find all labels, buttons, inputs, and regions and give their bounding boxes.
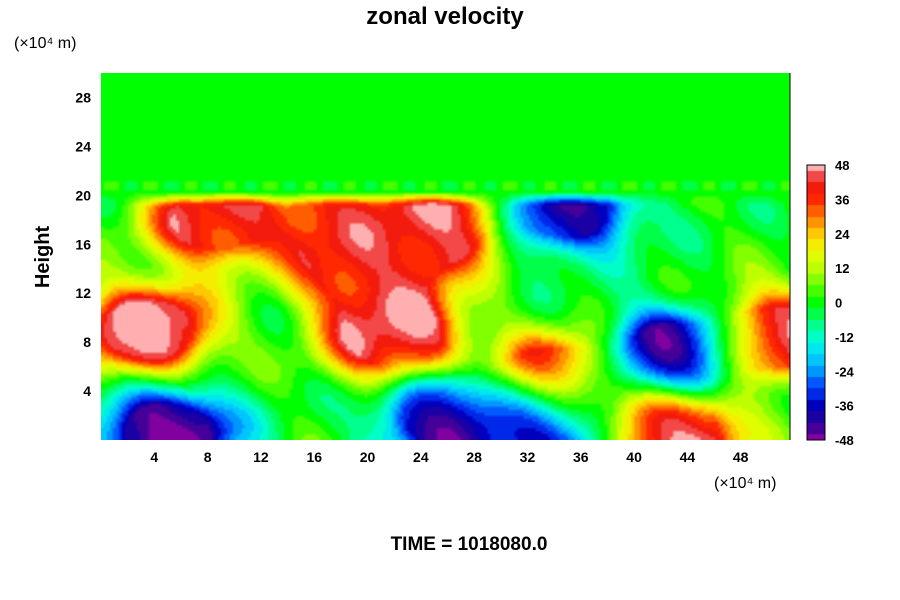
colorbar-tick-labels: 48 36 24 12 0 -12 -24 -36 -48 <box>835 158 855 448</box>
x-tick-label: 4 <box>150 449 158 465</box>
x-tick-label: 36 <box>573 449 589 465</box>
x-unit-label: (×10⁴ m) <box>714 475 776 492</box>
colorbar-frame <box>806 164 826 441</box>
y-tick-label: 12 <box>75 285 91 301</box>
colorbar-tick-label: 24 <box>835 227 850 242</box>
colorbar-tick-label: 0 <box>835 296 842 311</box>
y-tick-label: 24 <box>75 138 91 154</box>
y-tick-label: 16 <box>75 236 91 252</box>
time-caption: TIME = 1018080.0 <box>391 534 548 555</box>
colorbar-tick-label: -48 <box>835 433 854 448</box>
x-tick-label: 12 <box>253 449 269 465</box>
velocity-heatmap <box>101 73 790 440</box>
x-tick-label: 28 <box>466 449 482 465</box>
y-tick-label: 8 <box>83 334 91 350</box>
y-tick-label: 28 <box>75 89 91 105</box>
x-tick-label: 40 <box>626 449 642 465</box>
colorbar-tick-label: -24 <box>835 364 855 379</box>
x-tick-label: 24 <box>413 449 429 465</box>
x-tick-label: 16 <box>306 449 322 465</box>
colorbar: 48 36 24 12 0 -12 -24 -36 -48 <box>806 158 855 448</box>
colorbar-tick-label: 36 <box>835 192 849 207</box>
colorbar-gradient <box>807 165 825 440</box>
y-axis-label: Height <box>32 226 54 289</box>
y-tick-label: 20 <box>75 187 91 203</box>
colorbar-tick-label: 48 <box>835 158 849 173</box>
x-tick-label: 32 <box>520 449 536 465</box>
x-tick-label: 20 <box>360 449 376 465</box>
colorbar-tick-label: -12 <box>835 330 854 345</box>
colorbar-tick-label: 12 <box>835 261 849 276</box>
plot-area <box>101 73 791 440</box>
chart-title: zonal velocity <box>366 3 524 30</box>
y-tick-label: 4 <box>83 383 91 399</box>
y-unit-label: (×10⁴ m) <box>14 35 76 52</box>
x-tick-label: 44 <box>680 449 696 465</box>
x-tick-label: 48 <box>733 449 749 465</box>
colorbar-tick-label: -36 <box>835 399 854 414</box>
x-tick-labels: 4 8 12 16 20 24 28 32 36 40 44 48 <box>150 449 748 465</box>
y-tick-labels: 4 8 12 16 20 24 28 <box>75 89 91 399</box>
x-tick-label: 8 <box>204 449 212 465</box>
